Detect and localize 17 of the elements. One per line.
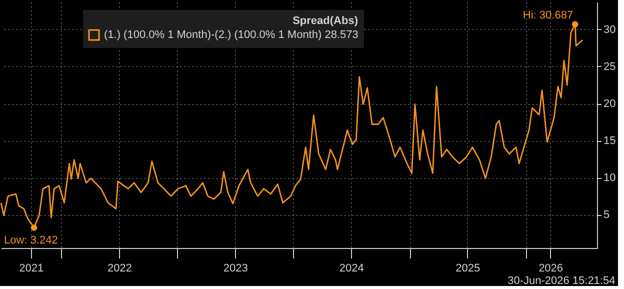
x-tick-label: 2025	[456, 262, 480, 274]
annotation: Low: 3.242	[4, 234, 58, 247]
text: 30-Jun-2026 15:21:54	[508, 275, 616, 287]
x-tick-label: 2022	[107, 262, 132, 274]
x-tick-label: 2026	[538, 262, 564, 274]
annotation: Hi: 30.687	[522, 9, 574, 22]
y-tick-label: 15	[604, 135, 616, 148]
y-tick-label: 20	[604, 98, 616, 110]
legend-title: Spread(Abs)	[292, 15, 358, 27]
legend-label: (1.) (100.0% 1 Month)-(2.) (100.0% 1 Month) 28.573	[104, 29, 358, 41]
y-tick-label: 30	[604, 24, 616, 36]
x-tick-label: 2024	[339, 262, 364, 274]
y-tick-label: 10	[604, 172, 616, 184]
x-tick-label: 2021	[19, 262, 44, 274]
y-tick-label: 25	[604, 60, 616, 73]
x-tick-label: 2023	[223, 262, 248, 274]
y-tick-label: 5	[604, 209, 610, 222]
